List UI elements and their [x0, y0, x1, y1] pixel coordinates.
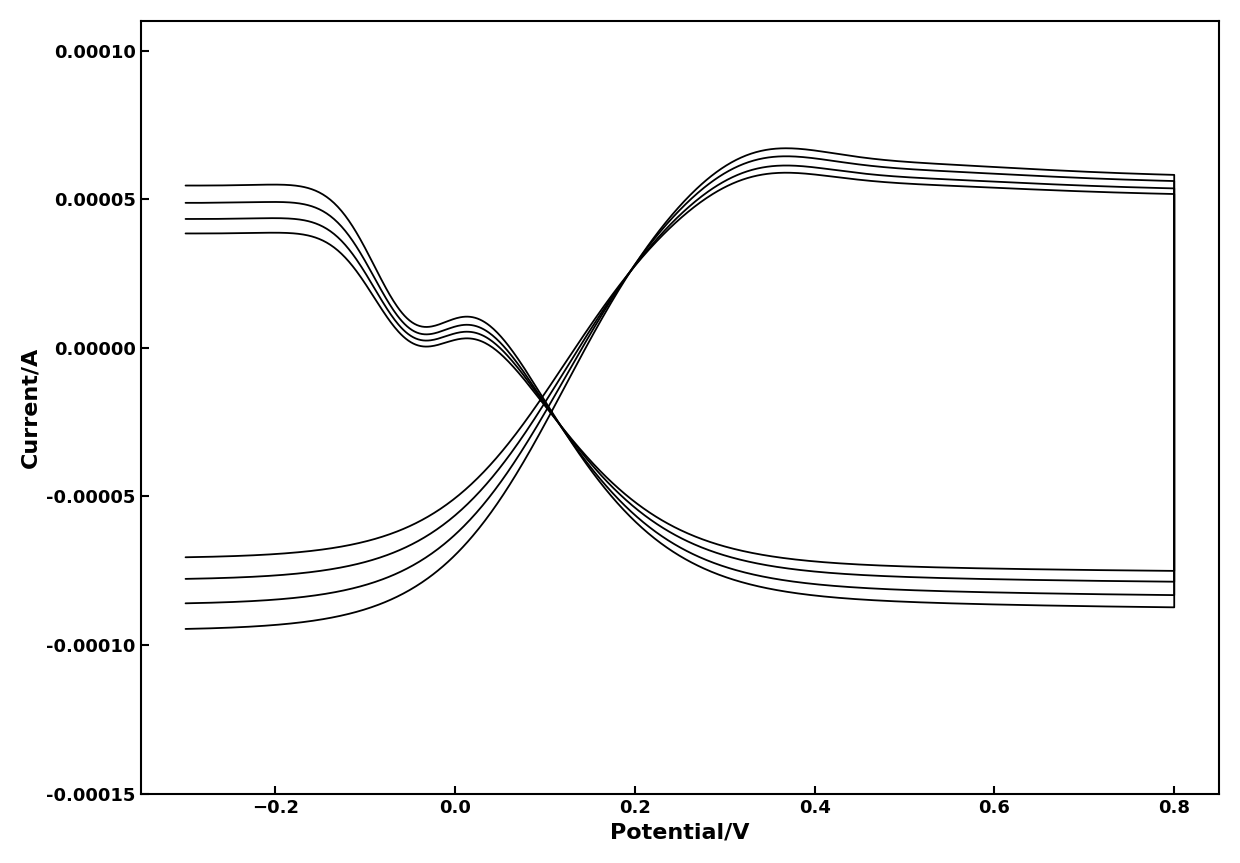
Y-axis label: Current/A: Current/A [21, 347, 41, 468]
X-axis label: Potential/V: Potential/V [610, 822, 750, 842]
